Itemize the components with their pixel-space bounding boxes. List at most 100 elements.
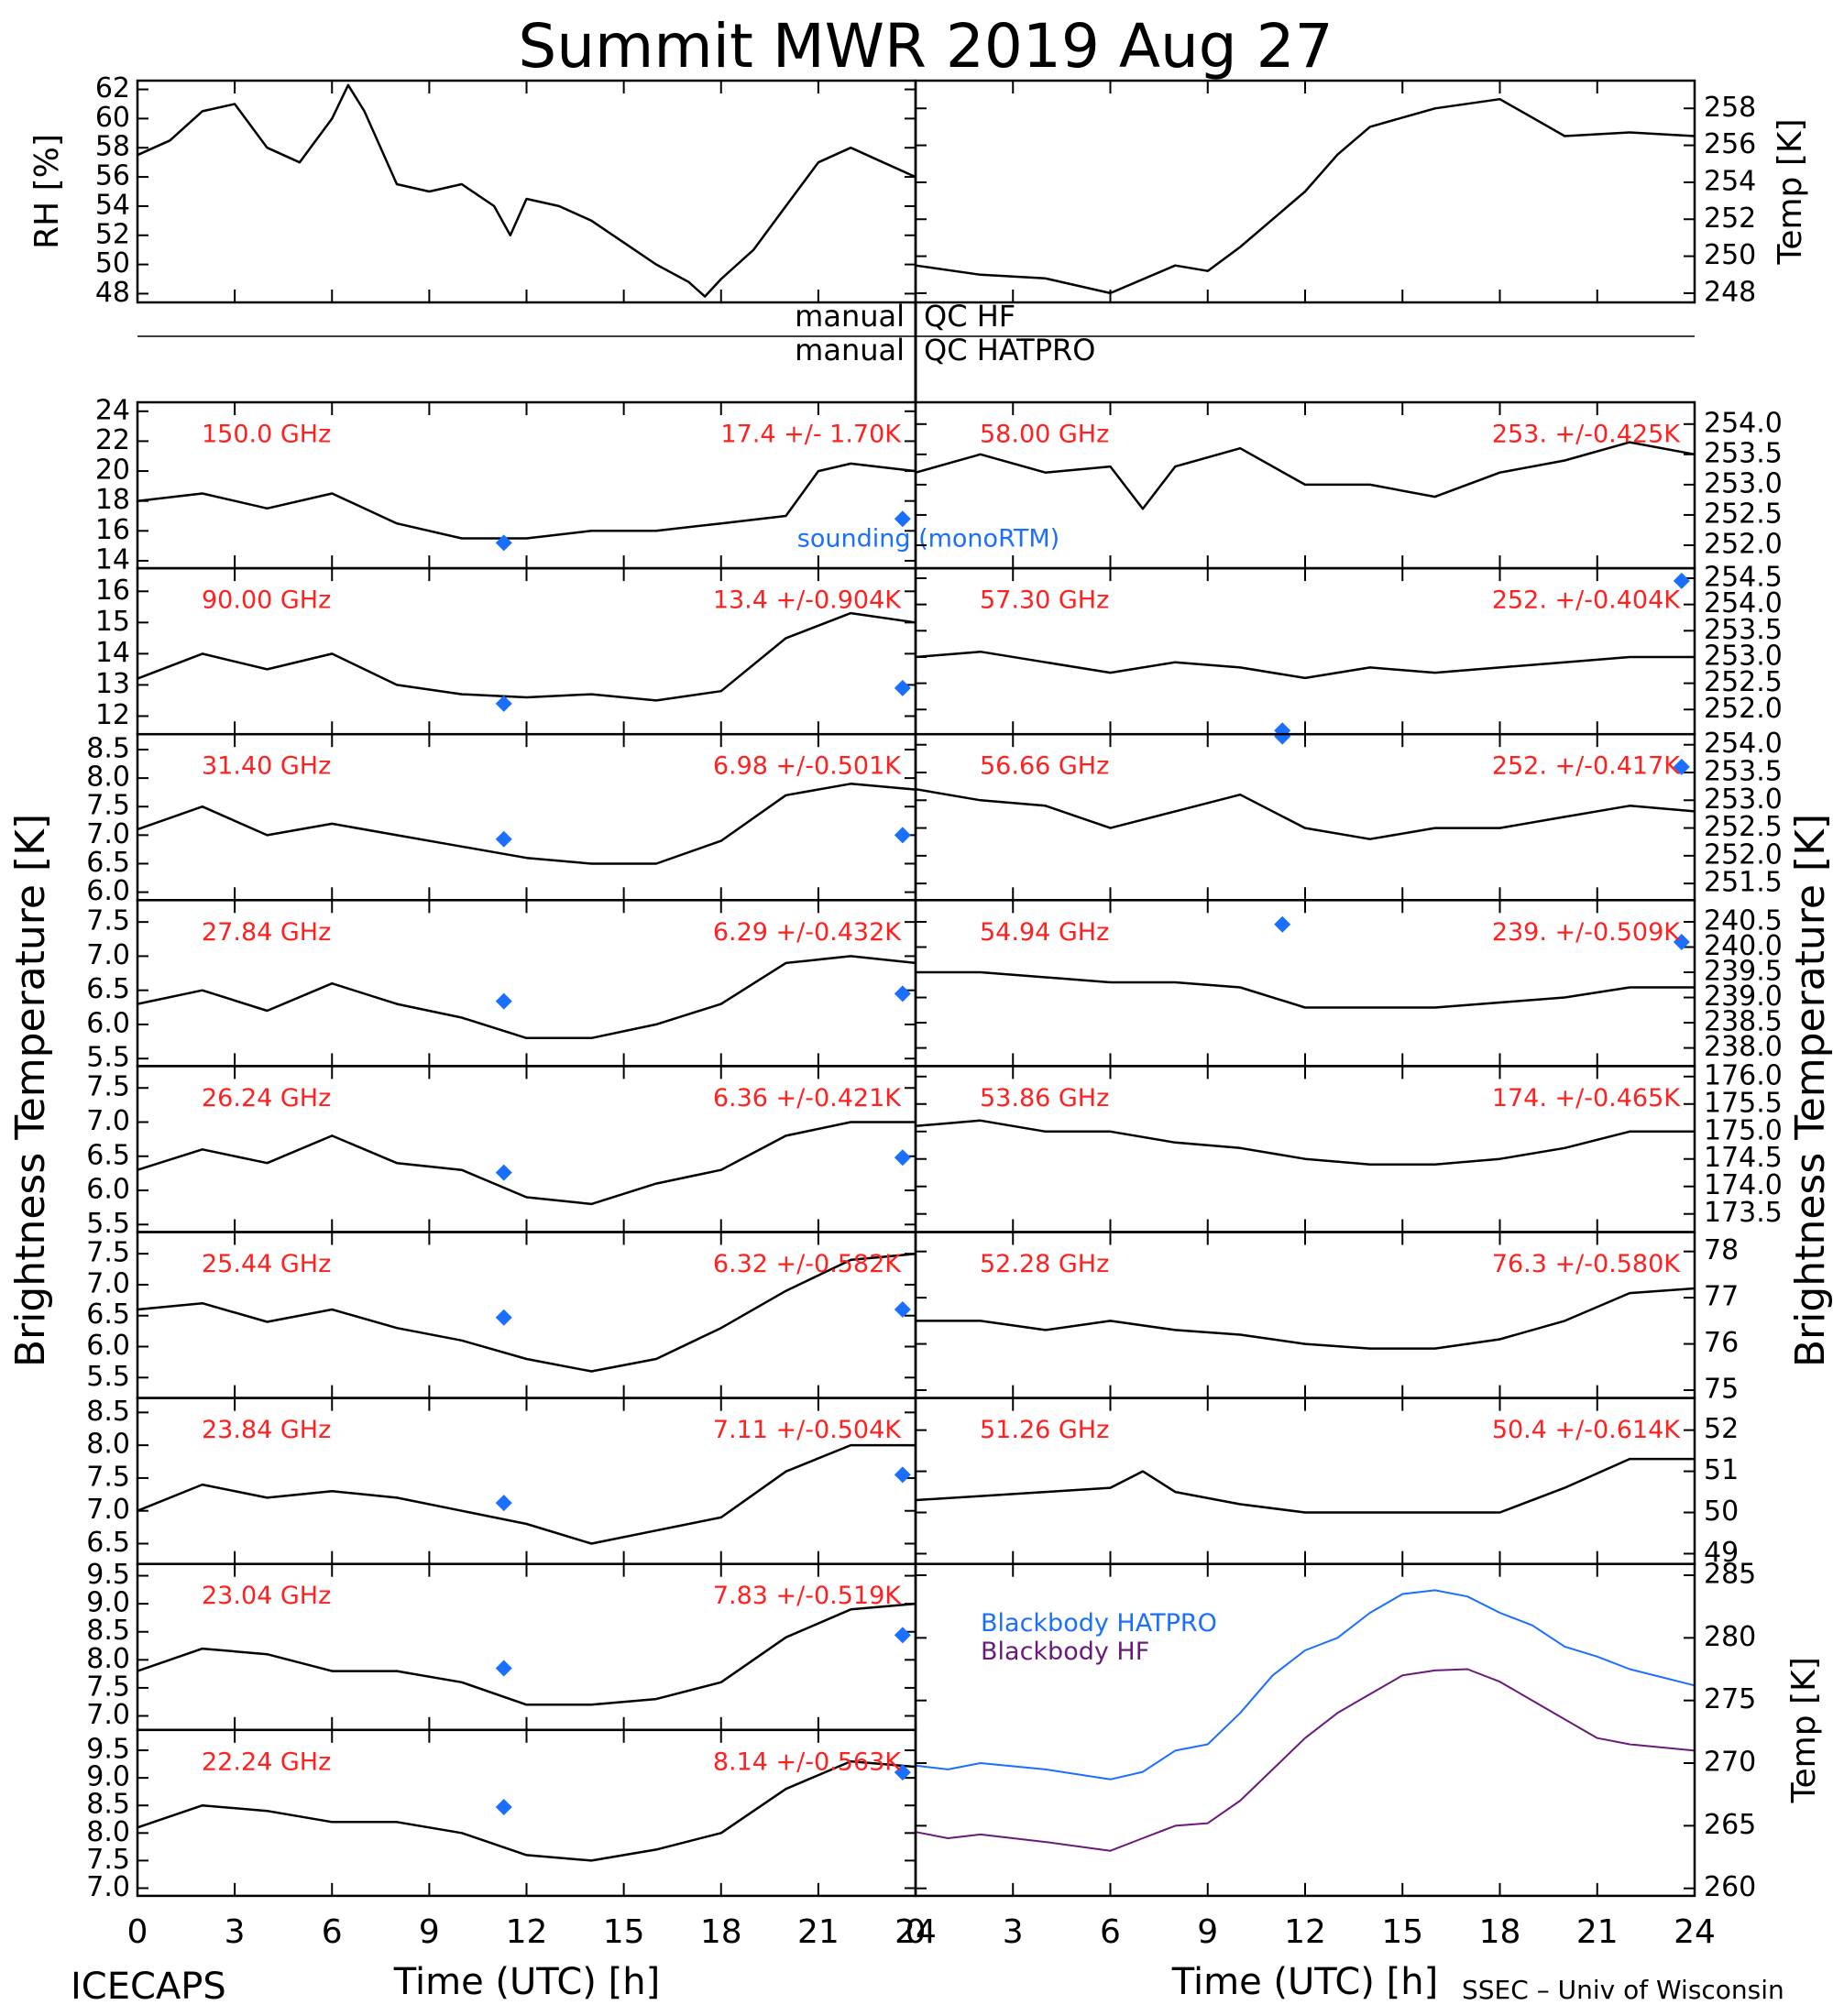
channel-label: 51.26 GHz [980,1416,1109,1444]
y-tick-label: 253.0 [1704,640,1783,672]
sounding-point [894,985,911,1003]
y-tick-label: 48 [95,277,130,309]
channel-label: 26.24 GHz [202,1084,331,1112]
y-tick-label: 252.0 [1704,528,1783,560]
y-tick-label: 254 [1704,165,1756,197]
sounding-legend: sounding (monoRTM) [797,525,1059,553]
y-tick-label: 260 [1704,1871,1756,1903]
stats-label: 239. +/-0.509K [1492,918,1681,947]
y-tick-label: 7.0 [86,939,130,971]
sounding-point [1274,915,1291,933]
channel-label: 57.30 GHz [980,586,1109,615]
y-tick-label: 7.0 [86,818,130,850]
channel-label: 27.84 GHz [202,918,331,947]
y-tick-label: 252.5 [1704,811,1783,843]
stats-label: 13.4 +/-0.904K [713,586,902,615]
sounding-point [495,1495,512,1512]
y-tick-label: 253.0 [1704,467,1783,499]
y-tick-label: 8.5 [86,1396,130,1428]
qc-label: QC HATPRO [924,333,1095,367]
y-tick-label: 54 [95,189,130,221]
sounding-point [894,827,911,844]
y-tick-label: 174.5 [1704,1142,1783,1174]
y-tick-label: 52 [1704,1413,1739,1445]
y-tick-label: 6.5 [86,1527,130,1559]
x-tick-label: 24 [1674,1913,1716,1951]
sounding-point [894,1149,911,1167]
y-tick-label: 12 [95,699,130,731]
y-tick-label: 8.5 [86,1789,130,1821]
data-line [915,97,1696,295]
sounding-point [894,1300,911,1318]
data-line [915,1589,1696,1780]
y-tick-label: 254.0 [1704,728,1783,760]
x-tick-label: 18 [700,1913,742,1951]
y-tick-label: 239.5 [1704,956,1783,988]
y-axis-label: Brightness Temperature [K] [1787,814,1833,1367]
y-tick-label: 7.5 [86,1844,130,1876]
y-tick-label: 51 [1704,1454,1739,1486]
stats-label: 6.98 +/-0.501K [713,752,902,781]
y-tick-label: 9.5 [86,1734,130,1766]
x-tick-label: 6 [1100,1913,1121,1951]
sounding-point [495,830,512,848]
y-tick-label: 251.5 [1704,867,1783,899]
x-axis-label: Time (UTC) [h] [393,1961,660,2003]
y-tick-label: 24 [95,394,130,426]
x-tick-label: 21 [1576,1913,1619,1951]
stats-label: 7.83 +/-0.519K [713,1582,902,1610]
footer: SSEC – Univ of Wisconsin [1462,1975,1784,2005]
y-axis-label: RH [%] [28,134,66,249]
data-line [916,1287,1696,1350]
y-tick-label: 252.5 [1704,498,1783,530]
y-tick-label: 254.0 [1704,407,1783,439]
x-tick-label: 0 [906,1913,927,1951]
data-line [137,955,916,1040]
y-tick-label: 7.0 [86,1871,130,1903]
y-tick-label: 252.0 [1704,693,1783,725]
stats-label: 6.36 +/-0.421K [713,1084,902,1112]
data-line [915,1668,1696,1852]
y-tick-label: 16 [95,514,130,546]
y-tick-label: 240.5 [1704,904,1783,937]
y-tick-label: 275 [1704,1683,1756,1715]
y-axis-label: Brightness Temperature [K] [7,814,54,1367]
data-line [137,611,916,702]
stats-label: 8.14 +/-0.563K [713,1748,902,1776]
y-tick-label: 8.0 [86,1429,130,1461]
y-tick-label: 8.0 [86,1816,130,1848]
channel-label: 23.84 GHz [202,1416,331,1444]
stats-label: 252. +/-0.417K [1492,752,1681,781]
y-tick-label: 250 [1704,239,1756,271]
y-tick-label: 252 [1704,203,1756,235]
footer: ICECAPS [71,1966,226,2008]
y-tick-label: 9.0 [86,1761,130,1793]
y-tick-label: 6.0 [86,875,130,907]
channel-label: 22.24 GHz [202,1748,331,1776]
y-tick-label: 254.5 [1704,561,1783,593]
y-tick-label: 252.5 [1704,666,1783,698]
y-tick-label: 7.5 [86,1237,130,1269]
y-tick-label: 7.0 [86,1105,130,1137]
data-line [137,1759,916,1862]
y-tick-label: 173.5 [1704,1197,1783,1229]
y-tick-label: 6.5 [86,1298,130,1331]
y-tick-label: 175.0 [1704,1114,1783,1146]
sounding-point [894,510,911,528]
stats-label: 253. +/-0.425K [1492,421,1681,449]
qc-label: QC HF [924,299,1015,334]
y-tick-label: 7.0 [86,1267,130,1299]
y-tick-label: 253.5 [1704,755,1783,787]
stats-label: 17.4 +/- 1.70K [720,421,902,449]
y-tick-label: 58 [95,131,130,163]
data-line [137,783,916,865]
y-tick-label: 9.5 [86,1559,130,1591]
y-tick-label: 77 [1704,1281,1739,1313]
y-tick-label: 60 [95,102,130,134]
y-tick-label: 22 [95,424,130,456]
data-line [137,83,916,298]
data-line [137,1121,916,1206]
y-tick-label: 6.5 [86,847,130,879]
y-tick-label: 8.0 [86,761,130,794]
x-tick-label: 6 [322,1913,343,1951]
